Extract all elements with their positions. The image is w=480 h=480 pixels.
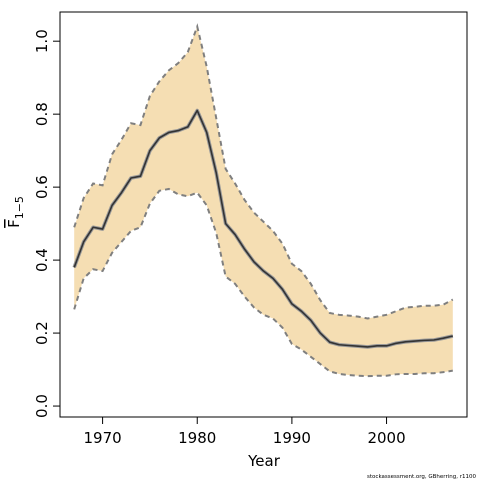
y-tick-label: 0.6 — [33, 175, 51, 199]
y-tick-label: 1.0 — [33, 29, 51, 53]
lower-bound-line — [73, 187, 453, 378]
mean-line — [73, 109, 453, 348]
x-tick-label: 1990 — [273, 429, 311, 447]
y-axis-title: F1−5 — [5, 196, 26, 228]
y-tick-label: 0.4 — [33, 248, 51, 272]
y-axis: 0.0 0.2 0.4 0.6 0.8 1.0 — [33, 29, 60, 418]
x-tick-label: 1970 — [83, 429, 121, 447]
credit-text: stockassessment.org, GBherring, r1100 — [367, 474, 476, 480]
y-tick-label: 0.2 — [33, 321, 51, 345]
y-tick-label: 0.8 — [33, 102, 51, 126]
y-axis-title-main: F — [5, 219, 23, 228]
upper-bound-line — [73, 23, 454, 320]
x-axis: 1970 1980 1990 2000 — [83, 417, 406, 447]
plot-frame — [59, 11, 468, 418]
y-tick-label: 0.0 — [33, 394, 51, 418]
svg-text:F1−5: F1−5 — [5, 196, 26, 228]
x-axis-title: Year — [247, 452, 281, 470]
x-tick-label: 2000 — [367, 429, 405, 447]
x-tick-label: 1980 — [178, 429, 216, 447]
confidence-band — [74, 26, 453, 377]
y-axis-title-sub: 1−5 — [13, 196, 26, 219]
